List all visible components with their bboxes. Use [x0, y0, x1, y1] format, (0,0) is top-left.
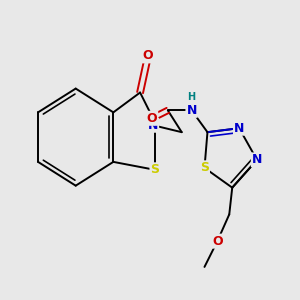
Text: S: S: [200, 161, 209, 174]
Text: N: N: [148, 119, 158, 132]
Text: O: O: [212, 235, 223, 248]
Text: O: O: [147, 112, 157, 125]
Text: O: O: [143, 50, 153, 62]
Text: N: N: [252, 153, 262, 167]
Text: H: H: [188, 92, 196, 101]
Text: N: N: [234, 122, 244, 135]
Text: N: N: [186, 104, 197, 117]
Text: S: S: [151, 163, 160, 176]
